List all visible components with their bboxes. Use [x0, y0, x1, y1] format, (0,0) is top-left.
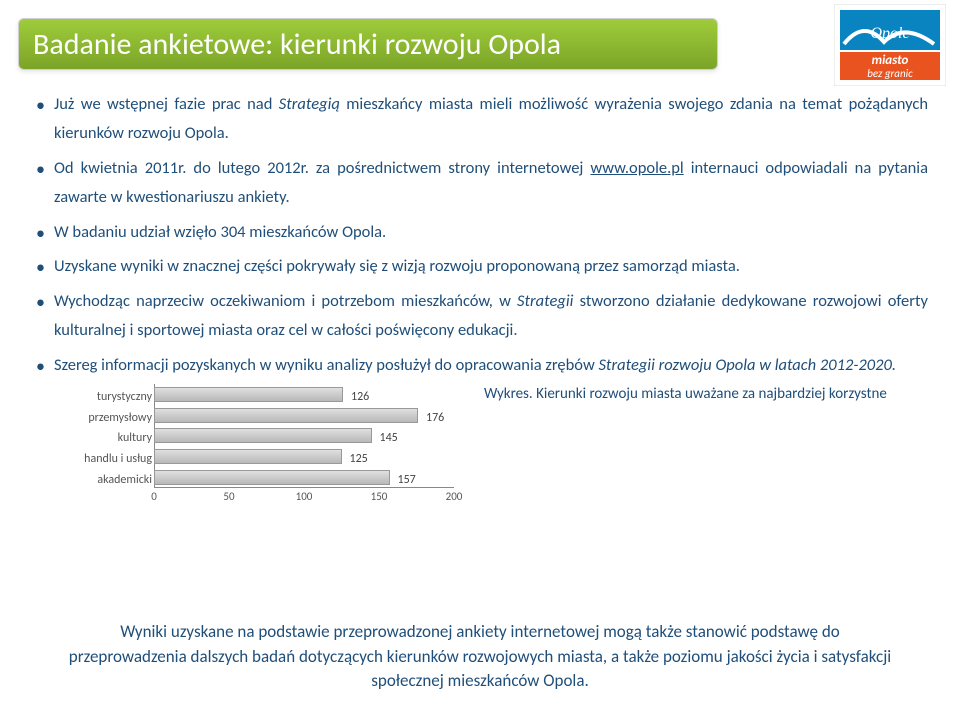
bullet-2: Od kwietnia 2011r. do lutego 2012r. za p… [32, 154, 928, 212]
bullet-6: Szereg informacji pozyskanych w wyniku a… [32, 351, 928, 380]
bar-value: 125 [350, 449, 368, 470]
bullet-4: Uzyskane wyniki w znacznej części pokryw… [32, 252, 928, 281]
x-tick: 200 [446, 487, 463, 506]
text: Wychodząc naprzeciw oczekiwaniom i potrz… [54, 291, 517, 311]
x-tick: 50 [223, 487, 234, 506]
text-italic: Strategią [279, 94, 340, 114]
content-area: Już we wstępnej fazie prac nad Strategią… [32, 90, 928, 512]
text: Już we wstępnej fazie prac nad [54, 94, 279, 114]
page-title: Badanie ankietowe: kierunki rozwoju Opol… [33, 26, 561, 63]
footer-summary: Wyniki uzyskane na podstawie przeprowadz… [60, 620, 900, 694]
bullet-5: Wychodząc naprzeciw oczekiwaniom i potrz… [32, 287, 928, 345]
bullet-3: W badaniu udział wzięło 304 mieszkańców … [32, 218, 928, 247]
x-tick: 150 [371, 487, 388, 506]
bar-value: 157 [398, 470, 416, 491]
bullet-1: Już we wstępnej fazie prac nad Strategią… [32, 90, 928, 148]
bar [154, 428, 372, 443]
title-bar: Badanie ankietowe: kierunki rozwoju Opol… [18, 18, 718, 70]
svg-text:miasto: miasto [872, 53, 909, 68]
bar [154, 387, 343, 402]
svg-text:bez granic: bez granic [867, 67, 913, 80]
opole-logo: Opole miasto bez granic [834, 4, 946, 86]
text-italic: Strategii [517, 291, 573, 311]
bar [154, 449, 342, 464]
bar-value: 176 [426, 408, 444, 429]
text: Od kwietnia 2011r. do lutego 2012r. za p… [54, 158, 590, 178]
text: Szereg informacji pozyskanych w wyniku a… [54, 355, 598, 375]
bar-label: turystyczny [62, 387, 152, 408]
chart-caption: Wykres. Kierunki rozwoju miasta uważane … [484, 382, 887, 405]
chart-row: turystyczny 126 przemysłowy 176 kultury 145 ha… [54, 382, 928, 512]
x-tick: 100 [296, 487, 313, 506]
bar-label: handlu i usług [62, 449, 152, 470]
bar-label: akademicki [62, 470, 152, 491]
bar-label: kultury [62, 428, 152, 449]
svg-text:Opole: Opole [870, 25, 909, 42]
bar [154, 408, 418, 423]
bar-label: przemysłowy [62, 408, 152, 429]
bar [154, 470, 390, 485]
text-italic: Strategii rozwoju Opola w latach 2012-20… [598, 355, 896, 375]
bar-value: 145 [380, 428, 398, 449]
bar-chart: turystyczny 126 przemysłowy 176 kultury 145 ha… [54, 382, 464, 512]
link-opole[interactable]: www.opole.pl [590, 158, 683, 178]
bar-value: 126 [351, 387, 369, 408]
x-tick: 0 [151, 487, 157, 506]
